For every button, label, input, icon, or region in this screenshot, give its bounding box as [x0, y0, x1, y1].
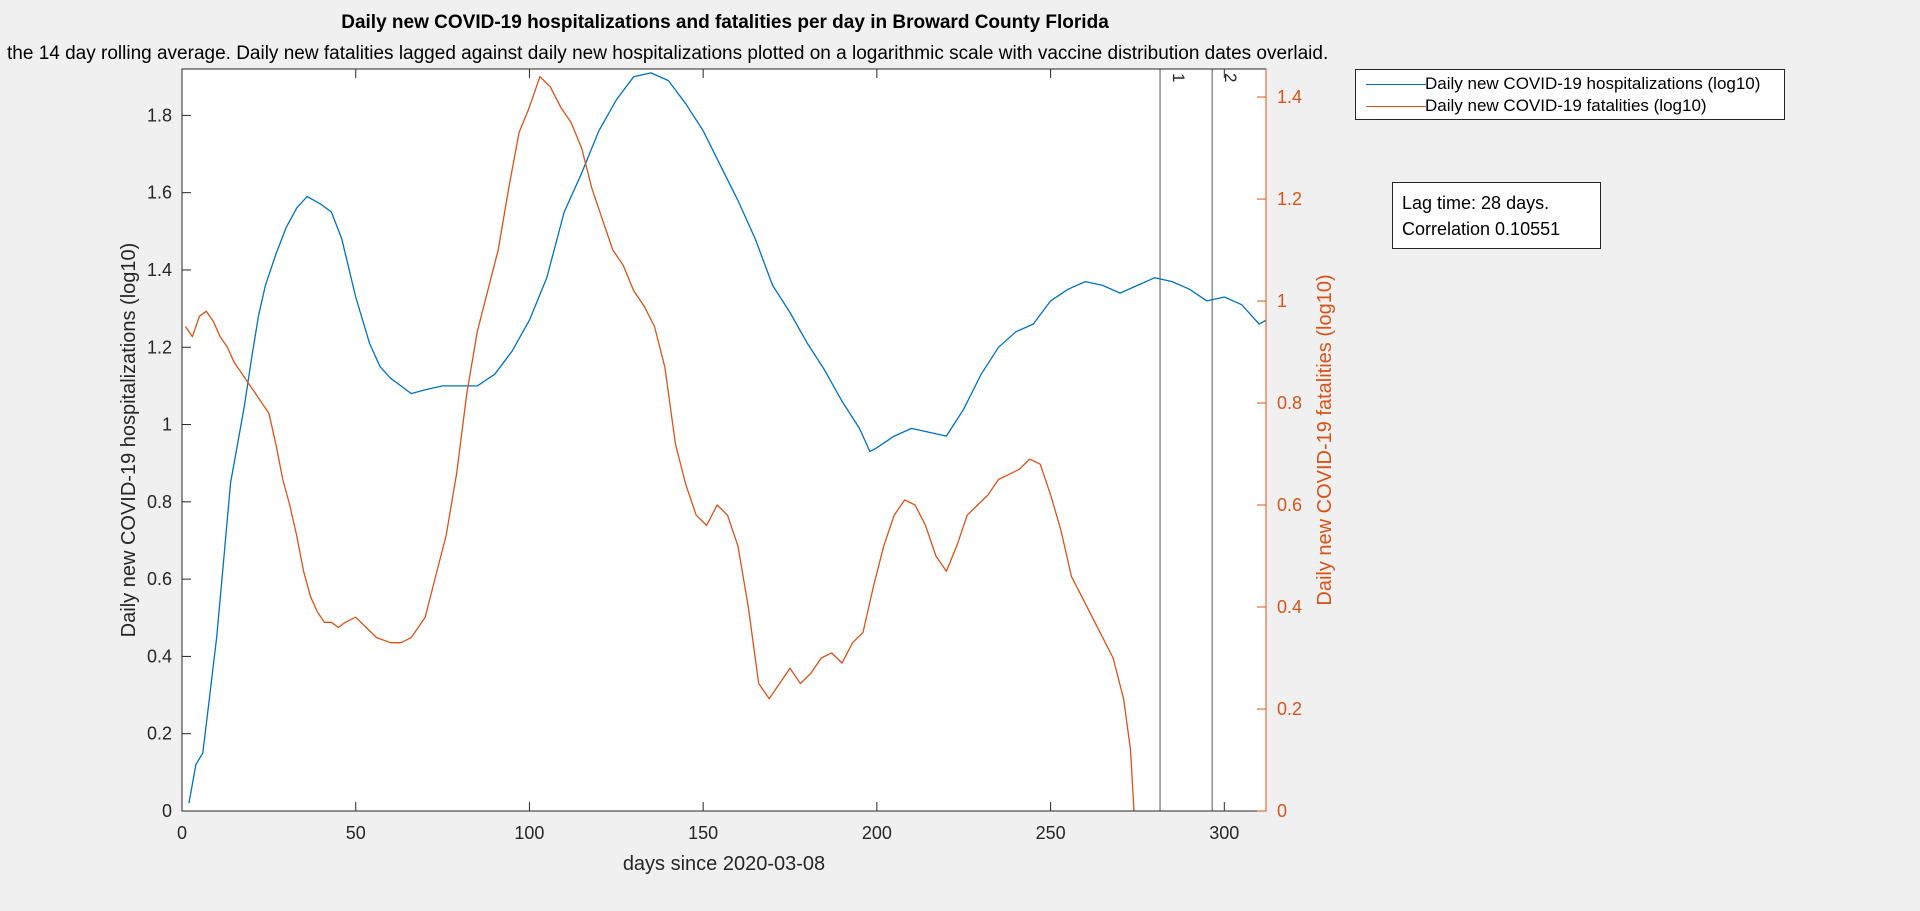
fatalities-line — [184, 75, 1135, 811]
left-y-tick-label: 0 — [162, 801, 172, 821]
legend-swatch-fatalities — [1366, 106, 1426, 107]
right-y-tick-label: 0.4 — [1277, 597, 1302, 617]
legend-item-fatalities: Daily new COVID-19 fatalities (log10) — [1356, 95, 1784, 117]
legend-label-fatalities: Daily new COVID-19 fatalities (log10) — [1425, 96, 1707, 115]
vaccine-marker-label: 2 — [1221, 73, 1240, 82]
left-y-tick-label: 1.2 — [147, 337, 172, 357]
legend-swatch-hospitalizations — [1366, 84, 1426, 85]
left-y-tick-label: 0.6 — [147, 569, 172, 589]
left-y-axis: 0 0.2 0.4 0.6 0.8 1 1.2 1.4 1.6 1.8 — [147, 105, 191, 821]
x-axis-label: days since 2020-03-08 — [623, 853, 825, 875]
chart-subtitle: the 14 day rolling average. Daily new fa… — [7, 43, 1328, 64]
left-y-tick-label: 1.4 — [147, 260, 172, 280]
left-y-tick-label: 0.2 — [147, 724, 172, 744]
chart-title: Daily new COVID-19 hospitalizations and … — [341, 12, 1109, 33]
plot-area — [182, 69, 1266, 811]
left-y-tick-label: 1.6 — [147, 183, 172, 203]
right-y-tick-label: 0.2 — [1277, 699, 1302, 719]
x-axis: 0 50 100 150 200 250 300 — [177, 69, 1239, 843]
x-tick-label: 0 — [177, 823, 187, 843]
vaccine-marker-label: 1 — [1169, 73, 1188, 82]
x-tick-label: 100 — [514, 823, 544, 843]
x-tick-label: 50 — [346, 823, 366, 843]
right-y-tick-label: 1.2 — [1277, 189, 1302, 209]
correlation-text: Correlation 0.10551 — [1402, 219, 1561, 239]
legend-item-hospitalizations: Daily new COVID-19 hospitalizations (log… — [1356, 73, 1784, 95]
annotation-box: Lag time: 28 days. Correlation 0.10551 — [1392, 182, 1601, 249]
x-tick-label: 200 — [862, 823, 892, 843]
left-y-tick-label: 0.4 — [147, 646, 172, 666]
x-tick-label: 150 — [688, 823, 718, 843]
hospitalizations-line — [188, 72, 1266, 804]
left-y-tick-label: 0.8 — [147, 492, 172, 512]
right-y-tick-label: 0 — [1277, 801, 1287, 821]
right-y-tick-label: 0.6 — [1277, 495, 1302, 515]
right-y-tick-label: 0.8 — [1277, 393, 1302, 413]
series-layer — [184, 72, 1266, 811]
left-y-tick-label: 1 — [162, 415, 172, 435]
right-y-tick-label: 1.4 — [1277, 87, 1302, 107]
x-tick-label: 250 — [1036, 823, 1066, 843]
right-y-tick-label: 1 — [1277, 291, 1287, 311]
right-y-axis-label: Daily new COVID-19 fatalities (log10) — [1314, 274, 1336, 605]
left-y-axis-label: Daily new COVID-19 hospitalizations (log… — [118, 243, 140, 638]
x-tick-label: 300 — [1209, 823, 1239, 843]
lag-time-text: Lag time: 28 days. — [1402, 193, 1550, 213]
right-y-axis: 0 0.2 0.4 0.6 0.8 1 1.2 1.4 — [1257, 69, 1302, 821]
legend-label-hospitalizations: Daily new COVID-19 hospitalizations (log… — [1425, 74, 1761, 93]
legend: Daily new COVID-19 hospitalizations (log… — [1355, 69, 1785, 120]
left-y-tick-label: 1.8 — [147, 105, 172, 125]
